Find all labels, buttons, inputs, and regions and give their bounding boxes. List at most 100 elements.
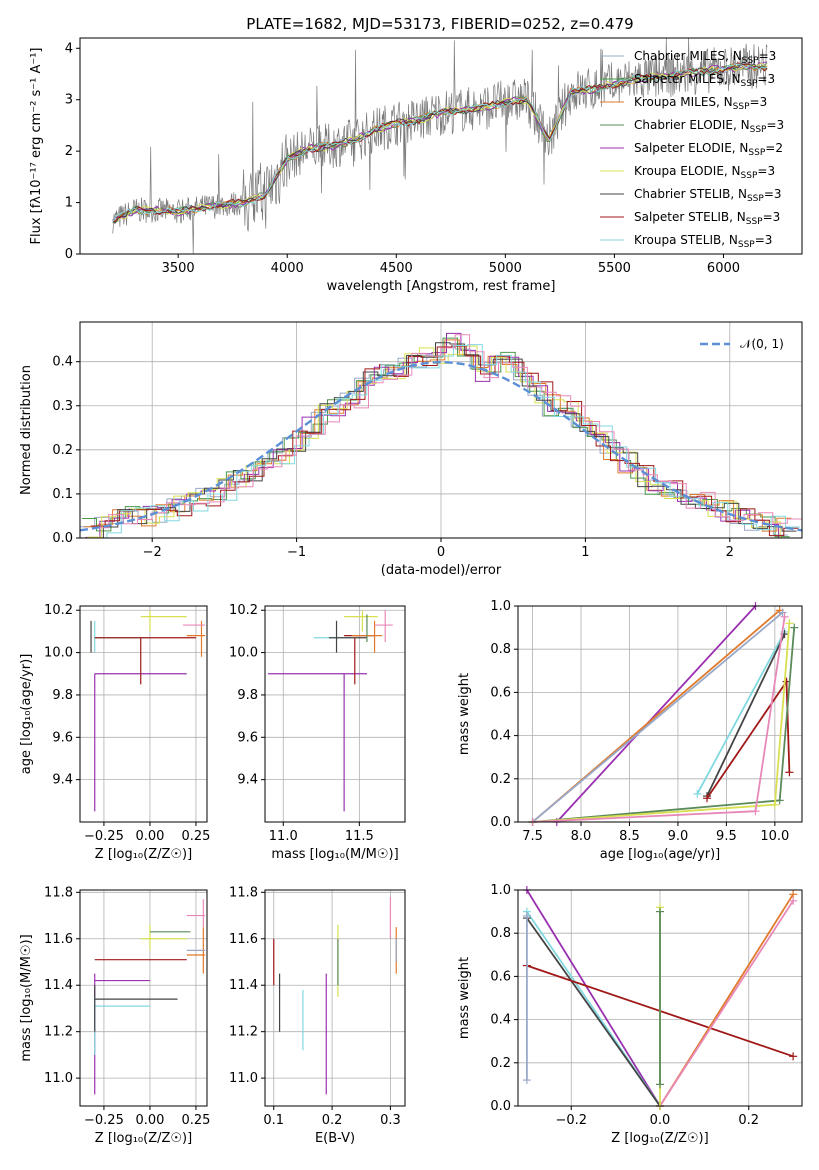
x-tick-label: 0 bbox=[437, 545, 445, 560]
x-axis-label: age [log₁₀(age/yr)] bbox=[600, 847, 721, 862]
axes-frame bbox=[264, 605, 406, 823]
y-axis-label: mass weight bbox=[457, 673, 472, 755]
y-tick-label: 1.0 bbox=[490, 883, 511, 898]
histogram-step bbox=[85, 332, 793, 539]
spectrum-panel: 3500 4000 4500 5000 5500 6000 0 1 2 3 4 wavelength … bbox=[29, 37, 803, 294]
legend-label: Salpeter STELIB, NSSP=3 bbox=[634, 210, 780, 227]
axes-frame bbox=[264, 889, 406, 1107]
model-spectrum-line bbox=[112, 61, 768, 221]
y-tick-label: 0.4 bbox=[490, 729, 511, 744]
y-tick-label: 11.0 bbox=[44, 1071, 73, 1086]
legend-label: 𝒩(0, 1) bbox=[740, 337, 784, 351]
x-axis-label: E(B-V) bbox=[315, 1131, 355, 1146]
y-axis-label: Flux [fλ10⁻¹⁷ erg cm⁻² s⁻¹ A⁻¹] bbox=[29, 48, 44, 245]
x-tick-label: 7.5 bbox=[522, 829, 543, 844]
x-tick-label: 6000 bbox=[707, 261, 740, 276]
mass-weight-line bbox=[659, 900, 794, 1107]
y-tick-label: 11.4 bbox=[229, 978, 258, 993]
y-tick-label: 0.2 bbox=[52, 443, 73, 458]
y-tick-label: 0.6 bbox=[490, 685, 511, 700]
x-axis-label: Z [log₁₀(Z/Z☉)] bbox=[95, 847, 192, 862]
y-tick-label: 0.6 bbox=[490, 969, 511, 984]
x-axis-label: Z [log₁₀(Z/Z☉)] bbox=[611, 1131, 708, 1146]
y-tick-label: 11.4 bbox=[44, 978, 73, 993]
y-tick-label: 11.6 bbox=[229, 932, 258, 947]
mass-weight-line bbox=[696, 631, 786, 795]
histogram-step bbox=[92, 344, 800, 539]
y-tick-label: 10.2 bbox=[44, 603, 73, 618]
histogram-step bbox=[87, 345, 795, 539]
x-tick-label: 0.2 bbox=[738, 1113, 759, 1128]
y-tick-label: 0.3 bbox=[52, 399, 73, 414]
x-tick-label: 0.1 bbox=[263, 1113, 284, 1128]
x-tick-label: 4500 bbox=[380, 261, 413, 276]
x-tick-label: 0.3 bbox=[380, 1113, 401, 1128]
y-tick-label: 1 bbox=[65, 196, 73, 211]
model-spectrum-line bbox=[112, 62, 768, 223]
y-tick-label: 9.4 bbox=[237, 773, 258, 788]
x-tick-label: 0.0 bbox=[650, 1113, 671, 1128]
mass-vs-ebv-panel: 0.1 0.2 0.3 11.0 11.2 11.4 11.6 11.8 E(B-V) bbox=[229, 885, 406, 1146]
legend-label: Kroupa ELODIE, NSSP=3 bbox=[634, 164, 775, 181]
y-tick-label: 9.4 bbox=[52, 773, 73, 788]
histogram-step bbox=[90, 345, 799, 537]
x-axis-label: (data-model)/error bbox=[381, 563, 502, 578]
axes-frame bbox=[517, 889, 803, 1107]
y-tick-label: 9.6 bbox=[52, 730, 73, 745]
x-tick-label: 0.2 bbox=[322, 1113, 343, 1128]
mass-weight-line bbox=[706, 633, 786, 797]
axes-frame bbox=[517, 605, 803, 823]
x-tick-label: 2 bbox=[726, 545, 734, 560]
x-axis-label: mass [log₁₀(M/M☉)] bbox=[271, 847, 398, 862]
mass-weight-line bbox=[532, 623, 791, 823]
x-axis-label: wavelength [Angstrom, rest frame] bbox=[327, 279, 556, 294]
x-tick-label: 4000 bbox=[271, 261, 304, 276]
x-tick-label: 0.00 bbox=[135, 1113, 164, 1128]
legend-label: Chabrier STELIB, NSSP=3 bbox=[634, 187, 782, 204]
axes-frame bbox=[79, 889, 208, 1107]
x-tick-label: −2 bbox=[143, 545, 162, 560]
model-spectrum-line bbox=[112, 63, 768, 223]
y-tick-label: 1.0 bbox=[490, 599, 511, 614]
y-tick-label: 0.1 bbox=[52, 487, 73, 502]
axes-frame bbox=[79, 605, 208, 823]
legend-label: Chabrier MILES, NSSP=3 bbox=[634, 49, 776, 66]
y-tick-label: 11.2 bbox=[44, 1025, 73, 1040]
y-tick-label: 9.6 bbox=[237, 730, 258, 745]
age-vs-mass-panel: 11.0 11.5 9.4 9.6 9.8 10.0 10.2 mass [log₁₀(M/M… bbox=[229, 603, 406, 862]
y-axis-label: Normed distribution bbox=[19, 365, 34, 495]
y-tick-label: 0.4 bbox=[52, 355, 73, 370]
histogram-step bbox=[94, 334, 802, 529]
y-tick-label: 0.2 bbox=[490, 1056, 511, 1071]
x-tick-label: −0.25 bbox=[84, 829, 124, 844]
histogram-step bbox=[80, 346, 788, 536]
axes-frame bbox=[79, 321, 803, 539]
y-tick-label: 4 bbox=[65, 41, 73, 56]
y-tick-label: 0.8 bbox=[490, 926, 511, 941]
x-tick-label: 11.0 bbox=[269, 829, 298, 844]
mass-weight-vs-age-panel: 7.5 8.0 8.5 9.0 9.5 10.0 0.0 0.2 0.4 0.6 0.8 1.0 age… bbox=[457, 599, 803, 862]
normal-pdf-curve bbox=[79, 360, 803, 532]
x-tick-label: 11.5 bbox=[345, 829, 374, 844]
x-tick-label: 0.25 bbox=[181, 1113, 210, 1128]
x-tick-label: −0.25 bbox=[84, 1113, 124, 1128]
y-tick-label: 0.2 bbox=[490, 772, 511, 787]
x-axis-label: Z [log₁₀(Z/Z☉)] bbox=[95, 1131, 192, 1146]
residual-histogram-panel: −2 −1 0 1 2 0.0 0.1 0.2 0.3 0.4 (data-model)/error… bbox=[19, 321, 803, 578]
mass-vs-metallicity-panel: −0.25 0.00 0.25 11.0 11.2 11.4 11.6 11.8 Z [log₁… bbox=[19, 885, 210, 1146]
y-tick-label: 9.8 bbox=[52, 688, 73, 703]
y-tick-label: 0.8 bbox=[490, 642, 511, 657]
data-spectrum-line bbox=[112, 37, 768, 255]
axes-frame bbox=[79, 37, 803, 255]
age-vs-metallicity-panel: −0.25 0.00 0.25 9.4 9.6 9.8 10.0 10.2 Z [log₁₀(Z… bbox=[19, 603, 210, 862]
legend-label: Salpeter ELODIE, NSSP=2 bbox=[634, 141, 783, 158]
x-tick-label: 5500 bbox=[598, 261, 631, 276]
figure-title: PLATE=1682, MJD=53173, FIBERID=0252, z=0… bbox=[246, 15, 633, 33]
y-tick-label: 10.0 bbox=[44, 646, 73, 661]
x-tick-label: 10.0 bbox=[760, 829, 789, 844]
y-tick-label: 11.6 bbox=[44, 932, 73, 947]
y-tick-label: 10.0 bbox=[229, 646, 258, 661]
x-tick-label: −1 bbox=[287, 545, 306, 560]
legend-label: Kroupa MILES, NSSP=3 bbox=[634, 95, 767, 112]
